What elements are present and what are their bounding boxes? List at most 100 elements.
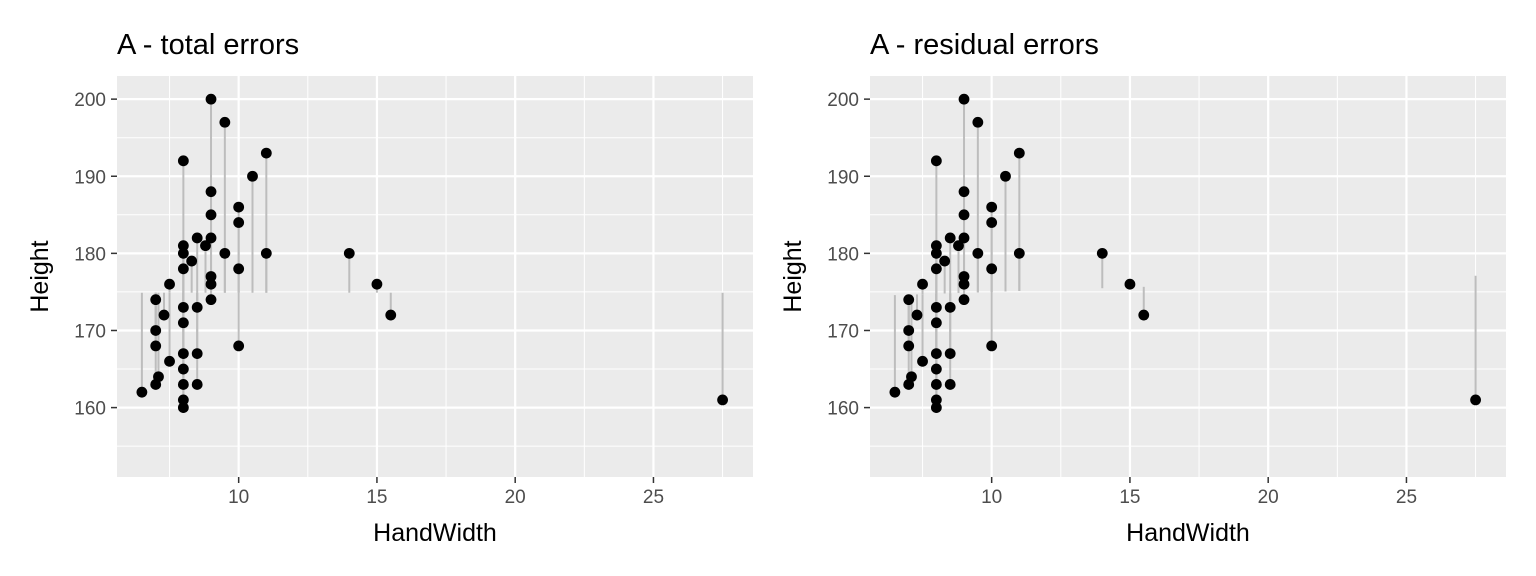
data-point	[903, 325, 915, 336]
data-point	[930, 263, 942, 275]
data-point	[958, 232, 970, 244]
data-point	[233, 201, 245, 213]
y-tick-label: 180	[827, 244, 859, 265]
data-point	[177, 402, 189, 413]
data-point	[177, 263, 189, 275]
y-tick-label: 190	[827, 167, 859, 188]
data-point	[177, 155, 189, 167]
data-point	[191, 301, 203, 313]
chart-residual-errors: 10 15 20 25 160 170 180 190 200 A - residual erro…	[779, 29, 1506, 547]
data-point	[930, 301, 942, 313]
data-point	[177, 363, 189, 375]
data-point	[260, 247, 272, 259]
data-point	[930, 317, 942, 329]
data-point	[958, 186, 970, 198]
data-point	[158, 309, 170, 321]
y-tick-label: 200	[827, 90, 859, 111]
data-point	[233, 217, 245, 228]
x-tick-label: 25	[643, 487, 664, 508]
data-point	[903, 294, 915, 306]
data-point	[150, 294, 162, 306]
data-point	[972, 247, 984, 259]
data-point	[930, 402, 942, 413]
y-tick-label: 180	[74, 244, 106, 265]
y-tick-label: 160	[827, 399, 859, 420]
data-point	[247, 170, 258, 182]
data-point	[930, 155, 942, 167]
data-point	[1013, 247, 1025, 259]
data-point	[986, 217, 998, 228]
data-point	[150, 340, 162, 352]
x-tick-label: 15	[366, 487, 387, 508]
plot-panel	[870, 76, 1506, 477]
data-point	[177, 394, 189, 406]
data-point	[930, 379, 942, 390]
data-point	[930, 363, 942, 375]
data-point	[1470, 394, 1481, 406]
data-point	[944, 379, 956, 390]
data-point	[205, 186, 217, 198]
x-tick-label: 15	[1119, 487, 1140, 508]
data-point	[233, 263, 245, 275]
data-point	[944, 348, 956, 360]
data-point	[371, 278, 383, 290]
data-point	[930, 240, 942, 252]
data-point	[986, 201, 998, 213]
data-point	[260, 147, 272, 159]
data-point	[917, 355, 928, 367]
data-point	[903, 340, 915, 352]
data-point	[219, 247, 231, 259]
data-point	[191, 348, 203, 360]
data-point	[944, 301, 956, 313]
data-point	[958, 271, 970, 282]
y-tick-label: 170	[827, 321, 859, 342]
data-point	[917, 278, 928, 290]
data-point	[177, 240, 189, 252]
data-point	[1096, 247, 1108, 259]
data-point	[200, 240, 211, 252]
data-point	[191, 232, 203, 244]
chart-title: A - residual errors	[870, 29, 1099, 61]
data-point	[1138, 309, 1150, 321]
plot-panel	[117, 76, 753, 477]
x-tick-label: 10	[228, 487, 249, 508]
data-point	[177, 379, 189, 390]
data-point	[986, 340, 998, 352]
data-point	[944, 232, 956, 244]
data-point	[205, 271, 217, 282]
data-point	[958, 209, 970, 221]
data-point	[177, 247, 189, 259]
data-point	[191, 379, 203, 390]
chart-title: A - total errors	[117, 29, 299, 61]
data-point	[177, 301, 189, 313]
x-axis-title: HandWidth	[1126, 519, 1250, 547]
data-point	[233, 340, 245, 352]
data-point	[164, 278, 175, 290]
data-point	[939, 255, 951, 267]
chart-total-errors: 10 15 20 25 160 170 180 190 200 A - total errors H…	[26, 29, 753, 547]
data-point	[136, 386, 148, 398]
data-point	[343, 247, 355, 259]
y-tick-label: 200	[74, 90, 106, 111]
data-point	[205, 278, 217, 290]
data-point	[385, 309, 397, 321]
data-point	[717, 394, 728, 406]
y-tick-label: 170	[74, 321, 106, 342]
y-tick-label: 190	[74, 167, 106, 188]
data-point	[1124, 278, 1136, 290]
data-point	[986, 263, 998, 275]
data-point	[930, 394, 942, 406]
data-point	[958, 93, 970, 105]
data-point	[953, 240, 964, 252]
data-point	[219, 116, 231, 128]
data-point	[205, 209, 217, 221]
data-point	[1013, 147, 1025, 159]
x-tick-label: 20	[505, 487, 526, 508]
data-point	[177, 348, 189, 360]
data-point	[150, 325, 162, 336]
data-point	[1000, 170, 1011, 182]
data-point	[177, 317, 189, 329]
y-axis-title: Height	[779, 240, 807, 312]
data-point	[930, 348, 942, 360]
y-axis-title: Height	[26, 240, 54, 312]
